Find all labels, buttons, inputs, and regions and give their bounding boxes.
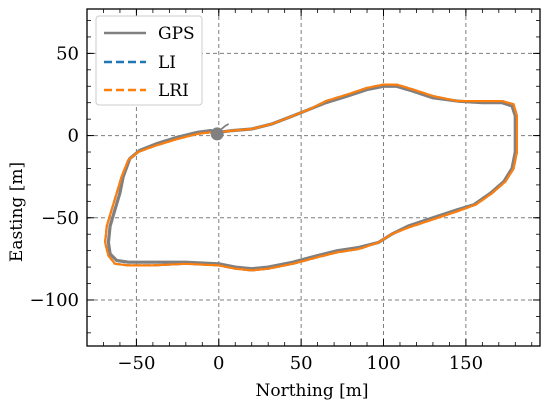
- y-tick-label: 0: [68, 126, 79, 147]
- ticks-layer: −50 0 50 100 150 50 0 −50 −100: [30, 9, 540, 374]
- legend-label-gps: GPS: [158, 24, 195, 44]
- legend: GPS LI LRI: [95, 15, 203, 106]
- x-tick-label: 150: [449, 353, 483, 374]
- grid-layer: [87, 9, 540, 346]
- series-line-gps: [106, 84, 517, 271]
- legend-box: [95, 15, 203, 106]
- x-tick-label: 50: [290, 353, 313, 374]
- x-axis-label: Northing [m]: [255, 381, 368, 401]
- series-line-lri: [104, 83, 518, 272]
- start-squiggle: [213, 123, 230, 138]
- y-tick-label: 50: [56, 43, 79, 64]
- series-layer: [104, 83, 518, 272]
- y-tick-label: −100: [30, 290, 79, 311]
- legend-label-lri: LRI: [158, 81, 189, 101]
- legend-label-li: LI: [158, 53, 176, 73]
- x-tick-label: 100: [366, 353, 400, 374]
- x-tick-label: 0: [213, 353, 224, 374]
- y-axis-label: Easting [m]: [7, 162, 27, 262]
- series-line-li: [104, 83, 518, 272]
- x-tick-label: −50: [117, 353, 155, 374]
- plot-frame: [86, 8, 541, 347]
- start-marker: [210, 123, 230, 141]
- y-tick-label: −50: [41, 208, 79, 229]
